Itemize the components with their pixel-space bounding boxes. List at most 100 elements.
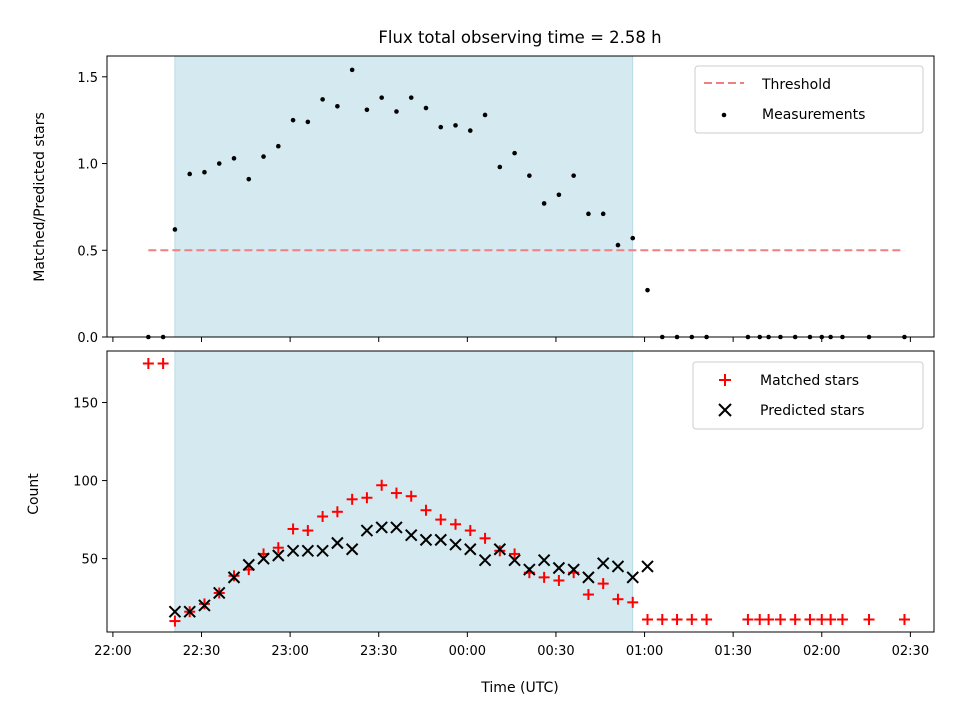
predicted-star-point — [626, 571, 639, 584]
measurement-point — [586, 211, 591, 217]
matched-star-point — [582, 589, 594, 601]
measurement-point — [482, 112, 488, 118]
measurement-point — [615, 242, 621, 248]
predicted-star-point — [582, 571, 595, 584]
matched-star-point — [671, 614, 683, 626]
matched-star-point — [686, 614, 698, 626]
measurement-point — [231, 156, 237, 161]
bottom-y-axis-label: Count — [26, 473, 42, 515]
bottom-panel: 50 100 150 22:00 22:30 23:00 23:30 00:00 00:30 0… — [26, 350, 935, 696]
matched-star-point — [272, 542, 284, 554]
x-tick-label: 01:30 — [714, 644, 751, 659]
matched-star-point — [509, 548, 521, 560]
predicted-star-point — [537, 553, 551, 567]
matched-star-point — [228, 570, 240, 582]
predicted-star-point — [611, 560, 625, 573]
legend-threshold-label: Threshold — [761, 77, 831, 93]
measurement-point — [172, 227, 178, 232]
matched-star-point — [642, 614, 654, 626]
measurement-point — [527, 173, 532, 178]
matched-star-point — [464, 525, 476, 537]
x-tick-label: 02:00 — [803, 644, 840, 659]
predicted-star-point — [419, 533, 433, 547]
predicted-star-point — [552, 561, 566, 575]
matched-star-point — [479, 532, 491, 544]
measurement-point — [261, 154, 266, 159]
y-tick-label: 0.5 — [77, 244, 98, 259]
measurement-point — [438, 124, 444, 130]
measurement-point — [202, 169, 207, 175]
matched-star-point — [142, 357, 154, 369]
matched-star-point — [898, 614, 910, 626]
matched-star-point — [742, 614, 754, 626]
matched-star-point — [361, 492, 373, 504]
matched-star-point — [169, 615, 181, 627]
y-tick-label: 0.0 — [77, 331, 98, 346]
measurement-point — [216, 161, 222, 166]
predicted-star-point — [464, 543, 477, 556]
bottom-x-ticks: 22:00 22:30 23:00 23:30 00:00 00:30 01:00 01:30… — [94, 632, 929, 659]
legend-measurements-label: Measurements — [762, 107, 865, 123]
predicted-stars-points — [168, 521, 654, 618]
measurement-point — [541, 201, 547, 206]
predicted-star-point — [213, 586, 226, 600]
measurement-point — [335, 104, 340, 109]
top-axes-frame — [106, 55, 935, 338]
matched-star-point — [701, 614, 713, 626]
top-y-ticks: 0.0 0.5 1.0 1.5 — [77, 71, 107, 346]
y-tick-label: 150 — [73, 397, 98, 412]
bottom-legend: Matched stars Predicted stars — [692, 361, 924, 430]
matched-star-point — [804, 614, 816, 626]
x-tick-label: 02:30 — [892, 644, 929, 659]
matched-star-point — [157, 357, 169, 369]
y-tick-label: 100 — [73, 475, 98, 490]
x-tick-label: 00:30 — [537, 644, 574, 659]
matched-star-point — [420, 504, 432, 516]
predicted-star-point — [405, 529, 418, 542]
x-tick-label: 23:00 — [271, 644, 308, 659]
top-y-axis-label: Matched/Predicted stars — [32, 112, 48, 282]
matched-star-point — [627, 596, 639, 608]
predicted-star-point — [345, 543, 359, 556]
predicted-star-point — [508, 553, 521, 567]
matched-star-point — [198, 598, 210, 610]
x-tick-label: 01:00 — [626, 644, 663, 659]
bottom-axes-frame — [106, 350, 935, 633]
matched-star-point — [789, 614, 801, 626]
measurement-point — [246, 176, 252, 182]
legend-predicted-swatch — [718, 403, 732, 417]
matched-star-point — [405, 490, 417, 502]
measurement-point — [320, 97, 325, 102]
x-axis-label: Time (UTC) — [480, 680, 558, 696]
predicted-star-point — [198, 599, 211, 612]
matched-star-point — [612, 593, 624, 605]
predicted-star-point — [183, 605, 196, 618]
bottom-shaded-interval — [174, 350, 634, 633]
matched-star-point — [825, 614, 837, 626]
predicted-star-point — [523, 563, 536, 576]
matched-star-point — [763, 614, 775, 626]
legend-matched-swatch — [719, 374, 731, 386]
predicted-star-point — [434, 533, 447, 547]
bottom-y-ticks: 50 100 150 — [73, 397, 107, 568]
top-panel: 0.0 0.5 1.0 1.5 Matched/Predicted stars Thr… — [32, 55, 935, 346]
measurement-point — [467, 128, 473, 133]
predicted-star-point — [641, 560, 654, 573]
predicted-star-point — [478, 553, 492, 567]
measurement-point — [276, 143, 281, 149]
matched-star-point — [450, 518, 462, 530]
predicted-star-point — [390, 521, 403, 534]
y-tick-label: 1.0 — [77, 158, 98, 173]
predicted-star-point — [257, 552, 270, 565]
chart-title: Flux total observing time = 2.58 h — [378, 28, 661, 47]
predicted-star-point — [449, 538, 462, 551]
measurement-point — [187, 171, 192, 177]
measurement-point — [423, 105, 429, 111]
measurement-point — [645, 287, 650, 293]
measurement-point — [600, 211, 606, 217]
legend-measurements-swatch — [721, 112, 727, 118]
measurement-point — [349, 67, 355, 73]
measurement-point — [453, 123, 458, 128]
measurement-point — [512, 150, 517, 156]
